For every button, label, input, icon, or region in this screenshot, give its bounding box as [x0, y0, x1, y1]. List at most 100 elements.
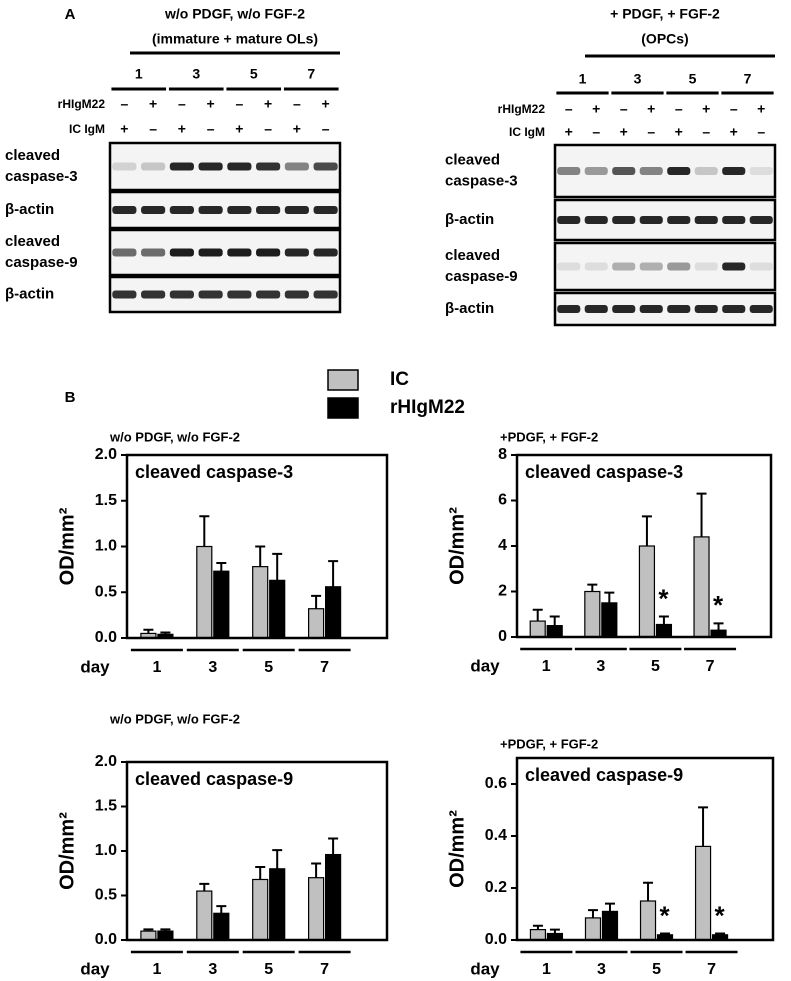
- error-bar: [696, 492, 707, 537]
- blot-band: [667, 216, 691, 224]
- bar: [639, 900, 657, 941]
- blot-band: [256, 162, 281, 171]
- blot-band: [227, 248, 252, 257]
- chart-subtitle: +PDGF, + FGF-2: [500, 736, 598, 751]
- blot-label: cleaved: [445, 151, 500, 168]
- blot-band: [694, 216, 718, 224]
- treatment-sign: –: [620, 101, 628, 117]
- treatment-sign: –: [757, 124, 765, 140]
- blot-band: [584, 216, 608, 224]
- treatment-sign: –: [293, 96, 301, 112]
- bar: [196, 545, 213, 639]
- error-bar: [641, 515, 652, 546]
- treatment-sign: +: [592, 101, 600, 117]
- x-tick-label: 5: [264, 659, 273, 676]
- error-bar: [328, 837, 339, 855]
- blot-label: caspase-9: [445, 268, 518, 285]
- blot-label: β-actin: [445, 300, 494, 317]
- blot-title: w/o PDGF, w/o FGF-2: [164, 6, 305, 22]
- y-tick-label: 6: [498, 492, 507, 509]
- error-bar: [715, 932, 726, 935]
- chart-title: cleaved caspase-3: [525, 462, 683, 482]
- blot-band: [639, 262, 663, 271]
- blot-band: [667, 167, 691, 175]
- treatment-sign: +: [264, 96, 272, 112]
- blot-band: [313, 248, 338, 257]
- y-tick-label: 1.5: [95, 798, 117, 815]
- treatment-sign: +: [322, 96, 330, 112]
- significance-mark: *: [659, 900, 670, 930]
- treatment-sign: +: [120, 121, 128, 137]
- day-label: 3: [634, 71, 642, 87]
- x-tick-label: 1: [542, 961, 551, 978]
- day-label: 5: [250, 66, 258, 82]
- treatment-sign: +: [149, 96, 157, 112]
- x-tick-label: 7: [707, 961, 716, 978]
- blot-band: [749, 262, 773, 271]
- error-bar: [160, 631, 171, 635]
- blot-label: β-actin: [5, 285, 54, 302]
- treatment-sign: –: [149, 121, 157, 137]
- treatment-sign: –: [120, 96, 128, 112]
- blot-band: [198, 206, 223, 214]
- blot-label: cleaved: [5, 233, 60, 250]
- blot-band: [584, 167, 608, 175]
- error-bar: [143, 928, 154, 932]
- blot-band: [722, 305, 746, 313]
- treatment-sign: +: [730, 124, 738, 140]
- blot-band: [722, 167, 746, 175]
- bar: [601, 910, 619, 941]
- x-tick-label: 5: [651, 658, 660, 675]
- treatment-sign: –: [207, 121, 215, 137]
- bar: [196, 890, 213, 941]
- x-tick-label: 3: [208, 659, 217, 676]
- day-label: 1: [135, 66, 143, 82]
- treatment-sign: –: [647, 124, 655, 140]
- day-label: 7: [744, 71, 752, 87]
- blot-label: caspase-3: [5, 168, 78, 185]
- x-tick-label: 5: [652, 961, 661, 978]
- y-axis-label: OD/mm²: [446, 810, 468, 888]
- row-label: IC IgM: [69, 122, 105, 136]
- bar: [529, 928, 547, 941]
- y-axis-label: OD/mm²: [56, 812, 78, 890]
- error-bar: [255, 545, 266, 567]
- blot-band: [612, 167, 636, 175]
- bar: [308, 608, 325, 639]
- error-bar: [658, 615, 669, 625]
- bar: [693, 536, 710, 638]
- blot-band: [169, 290, 194, 299]
- y-tick-label: 1.5: [95, 492, 117, 509]
- x-axis-label: day: [80, 657, 110, 676]
- treatment-sign: +: [178, 121, 186, 137]
- blot-band: [584, 305, 608, 313]
- treatment-sign: +: [647, 101, 655, 117]
- row-label: IC IgM: [509, 125, 545, 139]
- x-axis-label: day: [470, 656, 500, 675]
- chart-title: cleaved caspase-3: [135, 462, 293, 482]
- blot-band: [284, 162, 309, 171]
- chart-subtitle: w/o PDGF, w/o FGF-2: [109, 429, 240, 444]
- day-label: 1: [579, 71, 587, 87]
- bar: [584, 917, 602, 941]
- error-bar: [143, 628, 154, 634]
- blot-band: [169, 206, 194, 214]
- y-tick-label: 1.0: [95, 538, 117, 555]
- blot-label: caspase-3: [445, 172, 518, 189]
- bar: [213, 912, 230, 941]
- blot-band: [284, 248, 309, 257]
- error-bar: [604, 902, 615, 912]
- blot-band: [313, 162, 338, 171]
- blot-band: [749, 167, 773, 175]
- error-bar: [255, 866, 266, 880]
- y-tick-label: 4: [498, 537, 507, 554]
- error-bar: [272, 552, 283, 581]
- error-bar: [660, 932, 671, 935]
- blot-label: β-actin: [5, 201, 54, 218]
- error-bar: [199, 515, 210, 547]
- error-bar: [311, 862, 322, 878]
- blot-label: cleaved: [445, 247, 500, 264]
- y-tick-label: 0.0: [95, 931, 117, 948]
- error-bar: [698, 806, 709, 847]
- plot-frame: [515, 453, 773, 639]
